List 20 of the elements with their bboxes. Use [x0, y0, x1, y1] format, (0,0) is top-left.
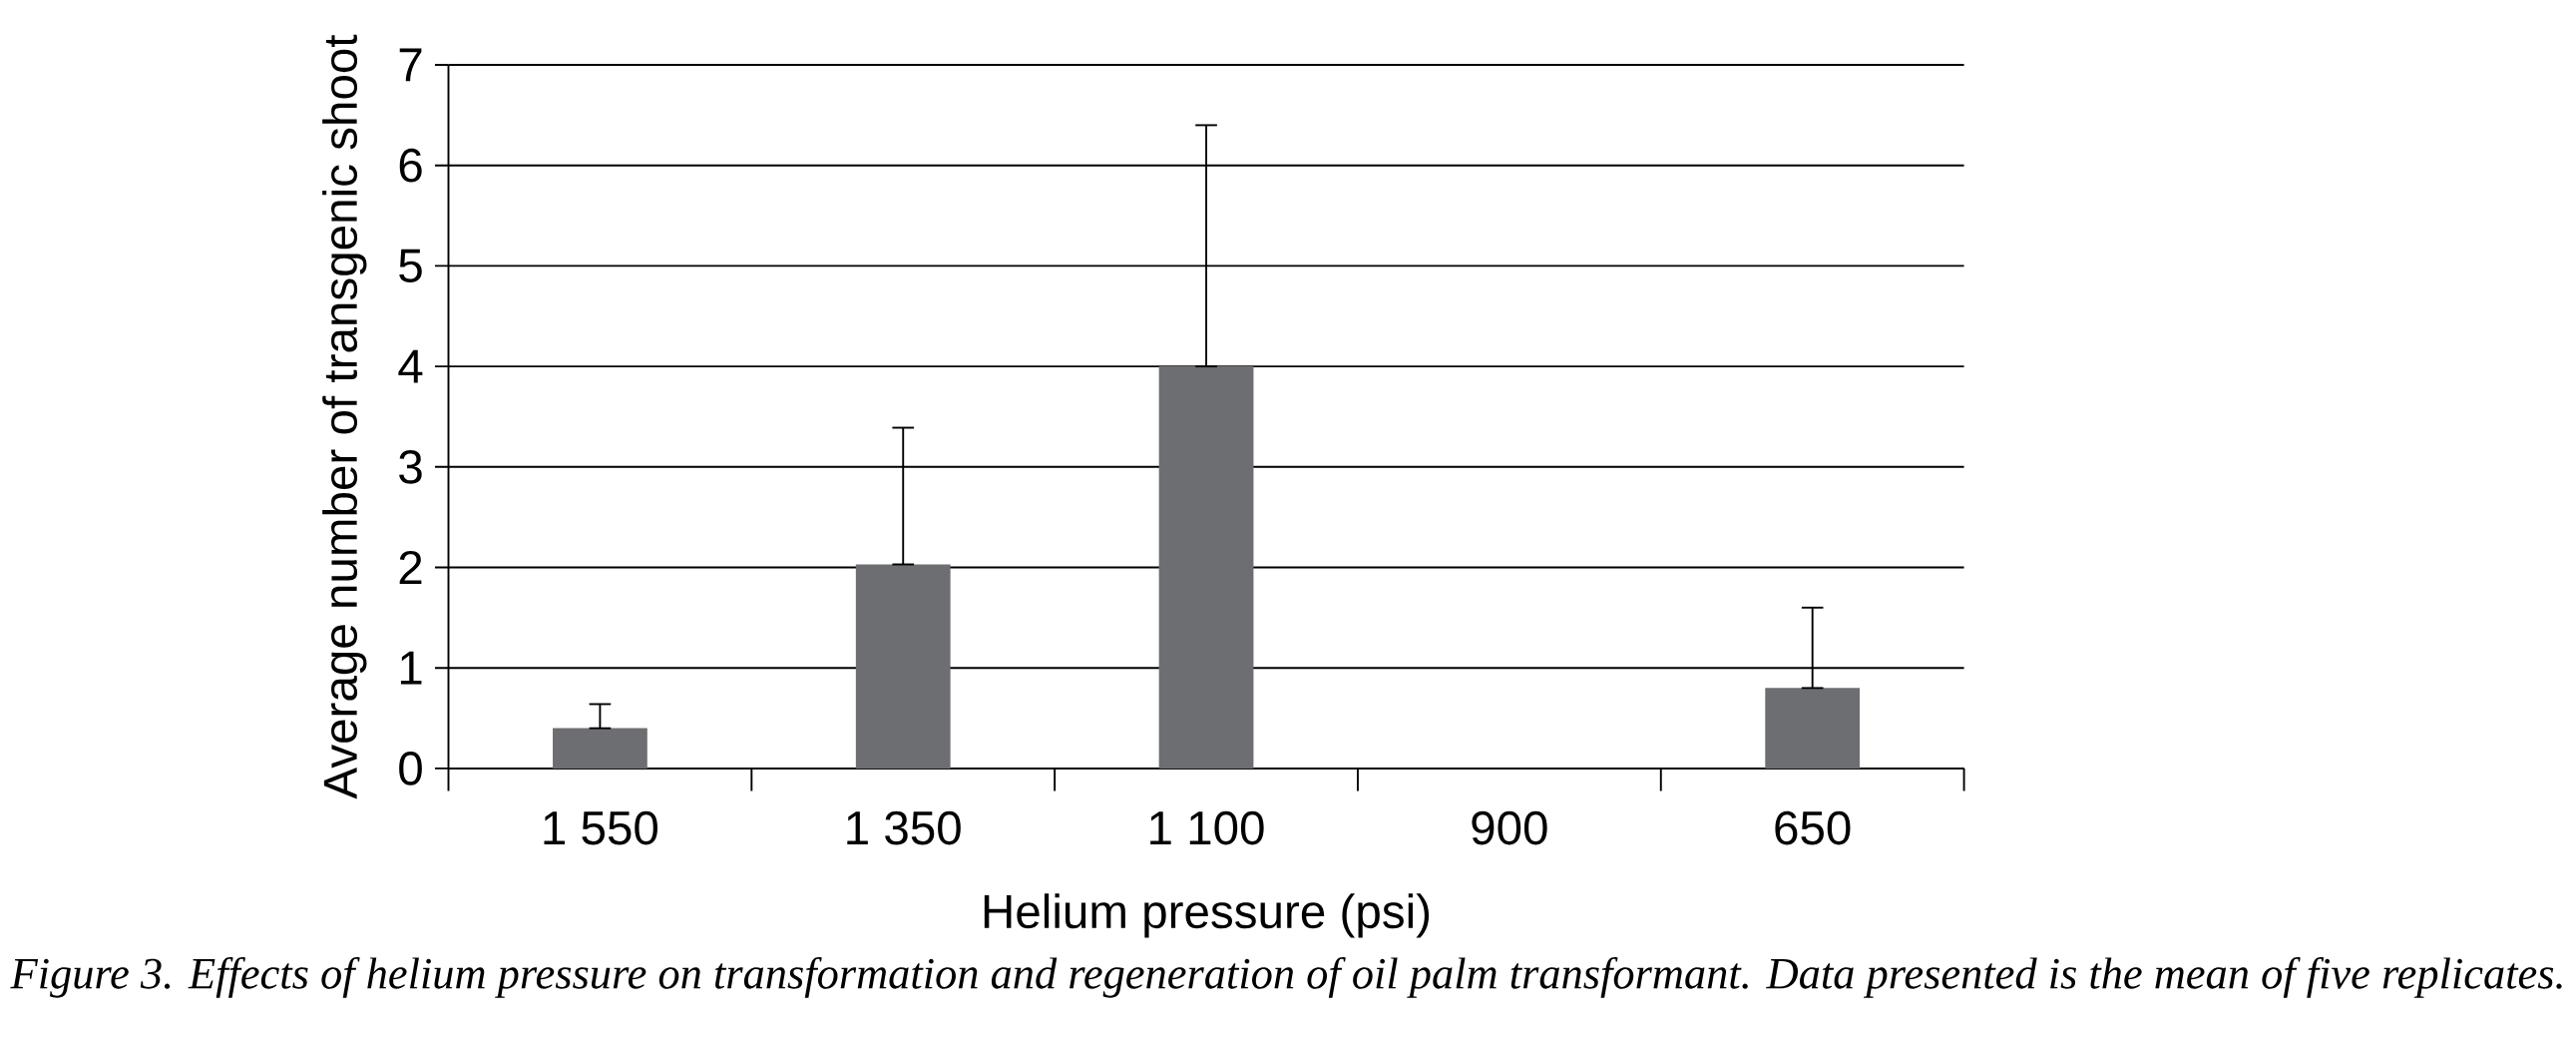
y-tick-label: 4 — [398, 349, 423, 383]
bar — [855, 564, 951, 769]
x-axis-title: Helium pressure (psi) — [984, 893, 1430, 938]
y-tick-label: 5 — [399, 249, 422, 282]
x-tick-label: 1 350 — [847, 810, 961, 845]
text: Figure 3. Effects of helium pressure on transformation and regeneration of oil palm transformant. Data presented is the mean of five replicates. — [10, 956, 2562, 998]
bar — [553, 728, 647, 769]
bar — [1765, 688, 1861, 769]
bar — [1158, 366, 1254, 769]
y-tick-label: 3 — [399, 449, 422, 484]
y-axis-title: Average number of transgenic shoot — [322, 34, 367, 799]
x-tick-label: 1 550 — [544, 810, 657, 845]
y-tick-label: 7 — [399, 48, 422, 82]
y-tick-label: 2 — [399, 550, 422, 585]
x-tick-label: 900 — [1472, 810, 1547, 845]
x-tick-label: 650 — [1775, 810, 1851, 845]
y-tick-label: 6 — [399, 148, 422, 183]
y-tick-label: 0 — [399, 751, 422, 785]
x-tick-label: 1 100 — [1150, 810, 1264, 845]
y-tick-label: 1 — [400, 651, 422, 685]
